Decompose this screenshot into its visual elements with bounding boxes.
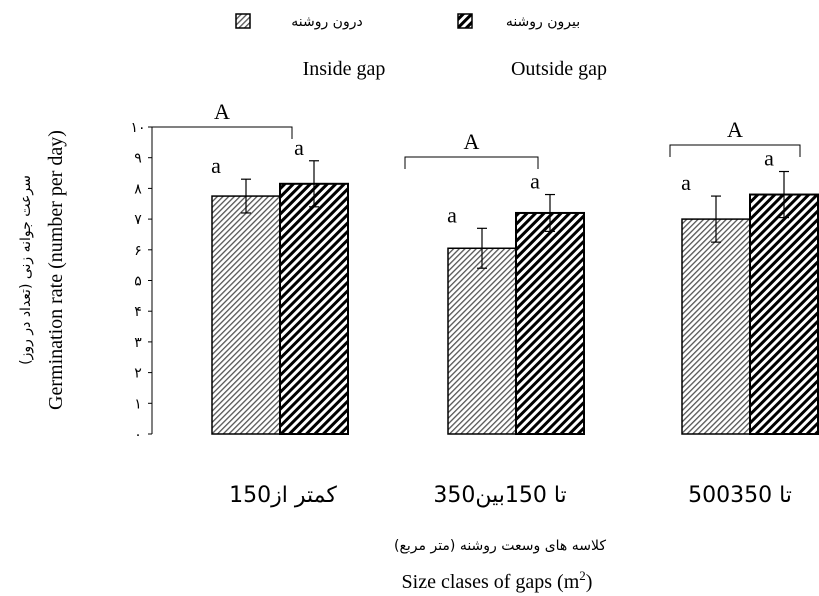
y-tick-label: ۴: [134, 304, 142, 320]
legend-label-inside-en: Inside gap: [303, 58, 386, 80]
x-axis-label-fa: کلاسه های وسعت روشنه (متر مربع): [394, 538, 606, 554]
bar-inside-1: [211, 195, 281, 435]
bar-inside-2: [447, 247, 517, 435]
y-tick-label: ۲: [134, 366, 142, 382]
bar-outside-2: [515, 211, 585, 435]
y-tick-label: ۱۰: [130, 120, 145, 136]
x-tick-label-1: 150کمتر از: [229, 483, 337, 508]
x-axis-label-en-main: Size clases of gaps (m: [402, 571, 580, 593]
group-label-1: A: [214, 99, 230, 124]
y-tick-label: ۱: [134, 396, 142, 412]
group-label-3: A: [727, 117, 743, 142]
y-axis-label-fa: سرعت جوانه زنی (تعداد در روز): [18, 175, 34, 365]
y-tick-label: ۵: [134, 274, 142, 290]
y-tick-label: ۷: [134, 212, 142, 228]
bars: a a a a a a: [211, 135, 819, 435]
sig-label-inside-1: a: [211, 153, 221, 178]
legend: بیرون روشنه درون روشنه Inside gap Outsid…: [235, 13, 607, 80]
y-axis-label-en: Germination rate (number per day): [45, 130, 67, 410]
sig-label-outside-1: a: [294, 135, 304, 160]
legend-label-outside-en: Outside gap: [511, 58, 607, 80]
bar-inside-3: [681, 218, 751, 435]
y-tick-label: ۳: [134, 335, 142, 351]
legend-swatch-outside: [457, 13, 473, 29]
sig-label-outside-2: a: [530, 169, 540, 194]
x-axis-label-en-sup: 2: [579, 568, 586, 583]
x-tick-labels: 150کمتر از 350تا 150بین 500تا 350: [229, 483, 792, 508]
x-axis-label-en-close: ): [586, 571, 593, 593]
group-brackets: A A A: [151, 99, 801, 169]
y-tick-label: ۸: [134, 181, 142, 197]
group-label-2: A: [464, 129, 480, 154]
x-tick-label-3: 500تا 350: [688, 483, 792, 508]
x-tick-label-2: 350تا 150بین: [433, 483, 566, 508]
group-bracket-1: [151, 126, 293, 139]
bar-outside-1: [279, 182, 349, 435]
group-bracket-3: [669, 144, 801, 157]
legend-swatch-inside: [235, 13, 251, 29]
group-bracket-2: [404, 156, 539, 169]
legend-label-outside-fa: بیرون روشنه: [506, 14, 580, 30]
sig-label-inside-2: a: [447, 202, 457, 227]
legend-label-inside-fa: درون روشنه: [291, 14, 362, 30]
y-tick-label: ۶: [134, 243, 142, 259]
bar-outside-3: [749, 193, 819, 435]
sig-label-outside-3: a: [764, 146, 774, 171]
sig-label-inside-3: a: [681, 170, 691, 195]
y-axis: ۰ ۱ ۲ ۳ ۴ ۵ ۶ ۷ ۸ ۹ ۱۰: [130, 120, 153, 443]
x-axis-label-en: Size clases of gaps (m2): [402, 568, 593, 593]
y-tick-label: ۰: [134, 427, 142, 443]
y-tick-label: ۹: [134, 151, 142, 167]
